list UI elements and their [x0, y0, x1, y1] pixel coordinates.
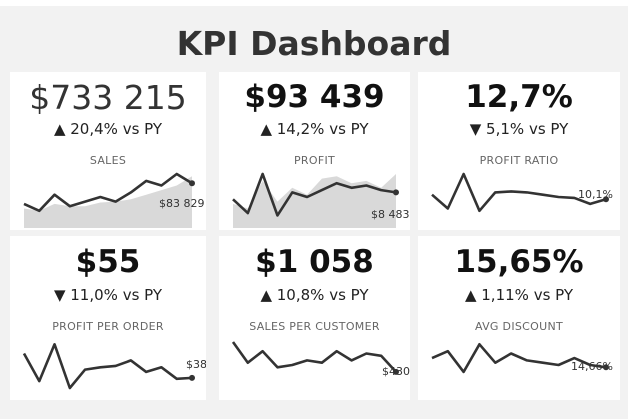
kpi-last-value: $38: [186, 358, 206, 371]
kpi-change: ▲ 14,2% vs PY: [219, 120, 410, 138]
kpi-change: ▼ 11,0% vs PY: [10, 286, 206, 304]
sparkline: [431, 172, 609, 213]
sparkline-last-point: [189, 374, 195, 381]
sparkline-last-point: [189, 180, 195, 187]
kpi-label: AVG DISCOUNT: [474, 320, 563, 333]
kpi-change: ▲ 20,4% vs PY: [10, 120, 206, 138]
kpi-change: ▼ 5,1% vs PY: [418, 120, 620, 138]
sparkline-line: [431, 172, 607, 213]
kpi-card-avg-discount[interactable]: 15,65% ▲ 1,11% vs PY AVG DISCOUNT 14,66%: [418, 236, 620, 400]
sparkline-last-point: [393, 368, 399, 375]
sparkline: [22, 343, 195, 390]
sparkline: [232, 172, 399, 228]
arrow-down-icon: ▼: [469, 120, 482, 138]
sparkline-line: [231, 341, 397, 373]
arrow-up-icon: ▲: [260, 286, 272, 304]
dashboard-title: KPI Dashboard: [176, 23, 452, 63]
arrow-up-icon: ▲: [464, 286, 477, 304]
sparkline: [23, 172, 195, 228]
kpi-card-sales[interactable]: $733 215 ▲ 20,4% vs PY SALES $83 829: [10, 72, 206, 230]
kpi-label: SALES PER CUSTOMER: [249, 320, 380, 333]
kpi-card-profit[interactable]: $93 439 ▲ 14,2% vs PY PROFIT $8 483: [219, 72, 410, 230]
kpi-value: $1 058: [255, 244, 374, 280]
kpi-value: $93 439: [244, 79, 385, 115]
kpi-change-value: 11,0%: [70, 286, 118, 304]
title-bar: KPI Dashboard: [8, 14, 620, 72]
sparkline: [231, 341, 399, 375]
kpi-value: $733 215: [29, 78, 187, 117]
kpi-label: PROFIT RATIO: [479, 154, 559, 167]
kpi-card-profit-per-order[interactable]: $55 ▼ 11,0% vs PY PROFIT PER ORDER $38: [10, 236, 206, 400]
kpi-label: SALES: [89, 154, 127, 167]
sparkline-line: [23, 172, 193, 213]
kpi-change-suffix: vs PY: [528, 120, 569, 138]
kpi-change-value: 5,1%: [486, 120, 525, 138]
sparkline-last-point: [603, 196, 609, 203]
top-strip: [0, 0, 639, 6]
kpi-change-suffix: vs PY: [122, 120, 163, 138]
kpi-value: $55: [75, 244, 141, 280]
sparkline-last-point: [603, 364, 609, 371]
kpi-last-value: $83 829: [159, 197, 205, 210]
sparkline-line: [431, 343, 607, 374]
kpi-last-value: 14,66%: [571, 360, 613, 373]
kpi-value: 15,65%: [454, 244, 584, 280]
kpi-label: PROFIT PER ORDER: [52, 320, 164, 333]
sparkline-line: [232, 172, 397, 217]
kpi-change: ▲ 10,8% vs PY: [219, 286, 410, 304]
kpi-change-value: 20,4%: [70, 120, 118, 138]
kpi-change: ▲ 1,11% vs PY: [418, 286, 620, 304]
sparkline-area: [24, 176, 192, 228]
sparkline: [431, 343, 609, 374]
kpi-label: PROFIT: [293, 154, 336, 167]
kpi-last-value: 10,1%: [578, 188, 613, 201]
kpi-value: 12,7%: [465, 79, 573, 115]
kpi-change-value: 14,2%: [276, 120, 325, 138]
kpi-change-suffix: vs PY: [533, 286, 574, 304]
kpi-card-profit-ratio[interactable]: 12,7% ▼ 5,1% vs PY PROFIT RATIO 10,1%: [418, 72, 620, 230]
arrow-down-icon: ▼: [53, 286, 66, 304]
arrow-up-icon: ▲: [260, 120, 272, 138]
kpi-last-value: $430: [382, 365, 410, 378]
arrow-up-icon: ▲: [53, 120, 66, 138]
sparkline-line: [22, 343, 193, 390]
kpi-card-sales-per-customer[interactable]: $1 058 ▲ 10,8% vs PY SALES PER CUSTOMER …: [219, 236, 410, 400]
sparkline-last-point: [393, 189, 399, 196]
kpi-last-value: $8 483: [371, 208, 410, 221]
kpi-change-value: 10,8%: [276, 286, 325, 304]
kpi-change-suffix: vs PY: [122, 286, 163, 304]
kpi-change-suffix: vs PY: [329, 286, 369, 304]
kpi-change-value: 1,11%: [481, 286, 529, 304]
right-scroll-rail: [628, 0, 639, 419]
kpi-change-suffix: vs PY: [329, 120, 369, 138]
